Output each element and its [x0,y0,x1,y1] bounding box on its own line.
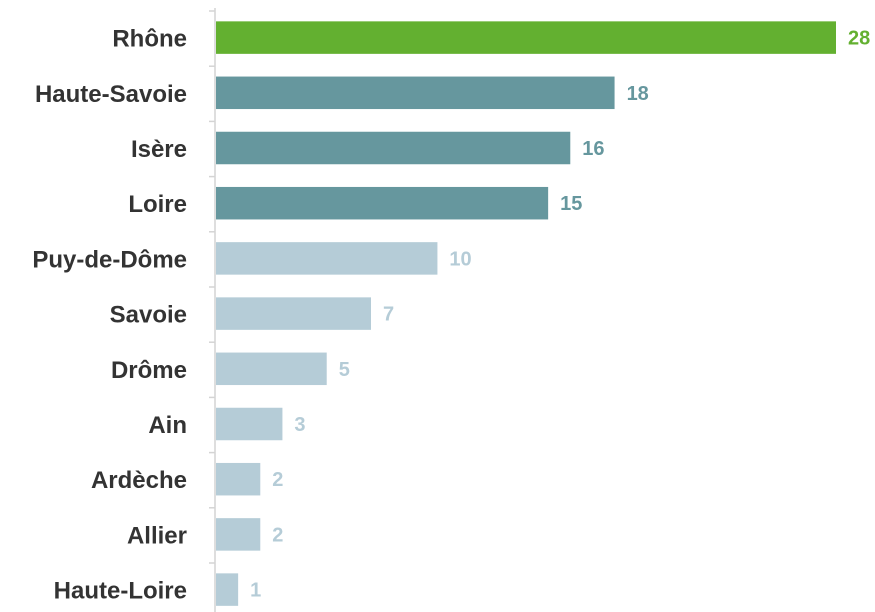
bar [216,131,571,165]
value-label: 10 [449,248,471,270]
category-label: Rhône [112,26,187,53]
value-label: 16 [582,138,604,160]
value-label: 18 [627,83,649,105]
category-label: Isère [131,136,187,163]
category-label: Drôme [111,357,187,384]
category-label: Savoie [110,302,187,329]
category-label: Ain [148,412,187,439]
bar [216,21,836,54]
category-label: Haute-Savoie [35,81,187,108]
value-label: 3 [294,414,305,436]
value-label: 15 [560,193,582,215]
value-label: 5 [339,359,350,381]
value-label: 1 [250,580,261,602]
bar [216,462,261,496]
axis-layer [209,8,216,612]
bar [216,573,239,606]
bar [216,352,327,386]
bar [216,518,261,551]
value-label: 2 [272,524,283,546]
category-label: Puy-de-Dôme [32,246,187,273]
bar [216,407,283,441]
bars-layer [216,21,836,606]
category-label: Loire [128,191,187,218]
bar [216,186,549,220]
bar [216,242,438,275]
bar [216,297,371,330]
category-label: Haute-Loire [54,578,187,605]
value-label: 7 [383,304,394,326]
bar [216,76,615,110]
category-label: Allier [127,522,187,549]
value-label: 28 [848,28,870,50]
category-label: Ardèche [91,467,187,494]
value-label: 2 [272,469,283,491]
